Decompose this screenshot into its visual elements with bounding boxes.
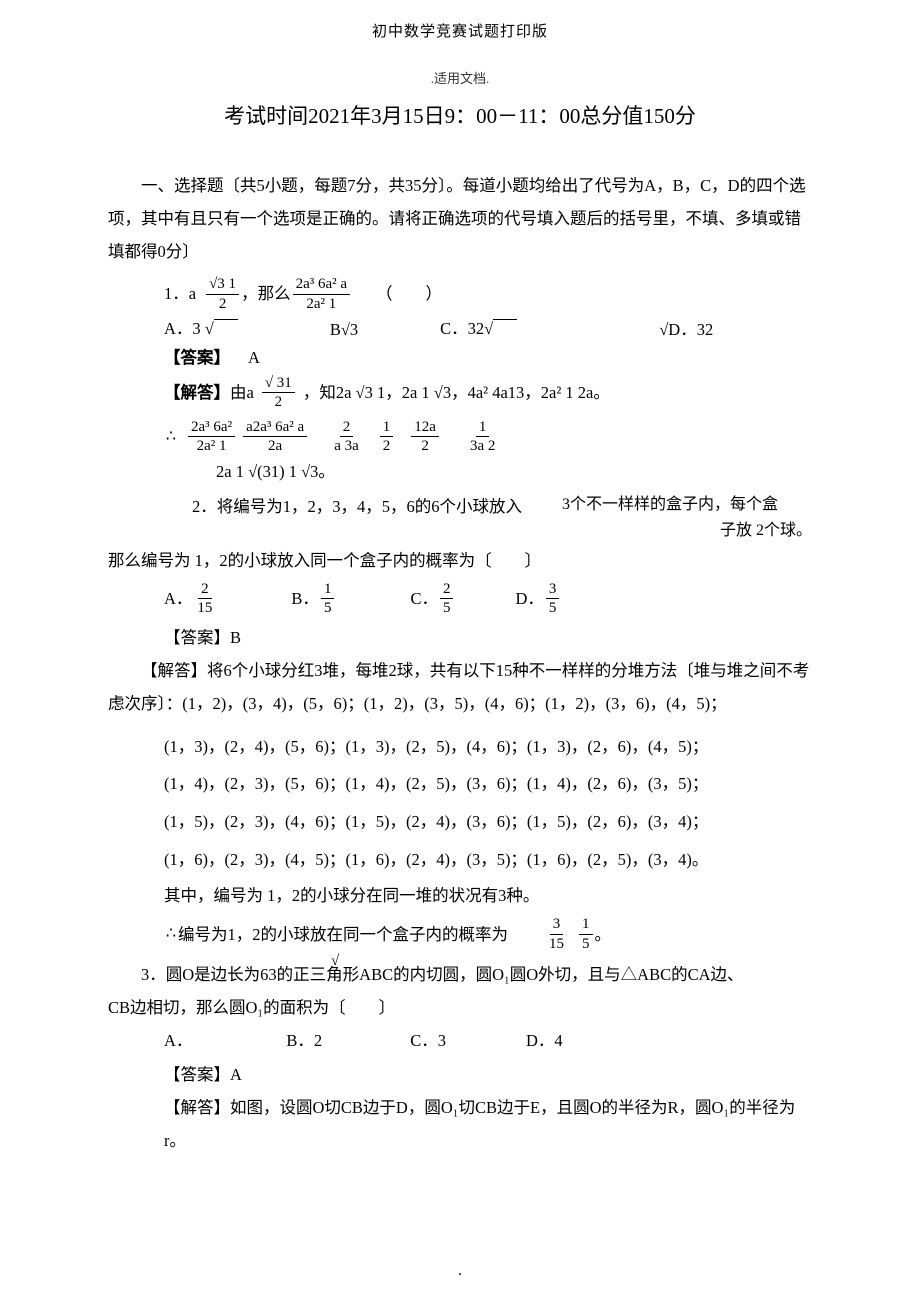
q1-explain-line1: 【解答】 由a √ 31 2 ，知2a √3 1，2a 1 √3，4a² 4a1…	[164, 375, 812, 411]
q2-conclusion: 编号为1，2的小球放在同一个盒子内的概率为 3 15 1 5 。	[164, 916, 812, 952]
therefore-icon	[164, 924, 178, 945]
q2-row-2: (1，5)，(2，3)，(4，6)；(1，5)，(2，4)，(3，6)；(1，5…	[164, 803, 812, 841]
q1-stem-mid: ，那么	[241, 283, 291, 304]
q1-frac2-num: 2a³ 6a² a	[293, 276, 350, 295]
q2-row-0: (1，3)，(2，4)，(5，6)；(1，3)，(2，5)，(4，6)；(1，3…	[164, 728, 812, 766]
q1-s2-f2: a2a³ 6a² a 2a	[243, 419, 307, 455]
q3-options: A． B．2 C．3 D．4	[164, 1030, 812, 1051]
q1-s2-f5: 12a 2	[411, 419, 439, 455]
q1-frac1-num: √3 1	[206, 276, 239, 295]
q1-exp-b: ，知2a √3 1，2a 1 √3，4a² 4a13，2a² 1 2a。	[303, 382, 610, 403]
exam-time-header: 考试时间2021年3月15日9：00－11：00总分值150分	[66, 101, 854, 131]
q1-s2-f1: 2a³ 6a² 2a² 1	[188, 419, 235, 455]
q2-opt-D: D． 35	[515, 581, 561, 617]
q1-frac2: 2a³ 6a² a 2a² 1	[293, 276, 350, 312]
q1-opt-B: B√3	[330, 319, 358, 340]
q1-exp-a: 由a	[230, 382, 254, 403]
q3-opt-C: C．3	[410, 1030, 446, 1051]
q2-row-3: (1，6)，(2，3)，(4，5)；(1，6)，(2，4)，(3，5)；(1，6…	[164, 841, 812, 879]
section1-intro: 一、选择题〔共5小题，每题7分，共35分〕。每道小题均给出了代号为A，B，C，D…	[108, 169, 812, 268]
therefore-icon	[164, 427, 178, 448]
q1-s2-f3: 2 a 3a	[331, 419, 362, 455]
q2-conc-frac1: 3 15	[546, 916, 567, 952]
q1-opt-C: C．32√	[440, 318, 517, 341]
q2-row-1: (1，4)，(2，3)，(5，6)；(1，4)，(2，5)，(3，6)；(1，4…	[164, 765, 812, 803]
q2-summary: 其中，编号为 1，2的小球分在同一堆的状况有3种。	[164, 879, 812, 912]
q2-block: 3个不一样样的盒子内，每个盒 子放 2个球。 2．将编号为1，2，3，4，5，6…	[108, 492, 812, 952]
q2-answer: 【答案】B	[164, 621, 812, 654]
q2-explain-p1: 【解答】将6个小球分红3堆，每堆2球，共有以下15种不一样样的分堆方法〔堆与堆之…	[108, 654, 812, 720]
page: 初中数学竞赛试题打印版 .适用文档. 考试时间2021年3月15日9：00－11…	[0, 0, 920, 1304]
footer-dot: .	[458, 1259, 462, 1282]
q1-answer: 【答案】 A	[164, 347, 812, 368]
q1-frac2-den: 2a² 1	[303, 295, 339, 313]
q1-s2-f4: 1 2	[380, 419, 394, 455]
q1-stem: 1．a √3 1 2 ，那么 2a³ 6a² a 2a² 1 （ ）	[164, 276, 812, 312]
q2-opt-B: B． 15	[291, 581, 336, 617]
top-header-line: 初中数学竞赛试题打印版	[66, 22, 854, 44]
q3-explain: 【解答】如图，设圆O切CB边于D，圆O₁切CB边于E，且圆O的半径为R，圆O₁的…	[164, 1091, 812, 1157]
q1-options: A．3 √ B√3 C．32√ √D．32	[164, 318, 812, 341]
q1-stem-prefix: 1．a	[164, 283, 196, 304]
q1-opt-A: A．3 √	[164, 318, 238, 341]
q1-stem-suffix: （ ）	[376, 283, 442, 304]
q3-line1: √ 3．圆O是边长为63的正三角形ABC的内切圆，圆O₁圆O外切，且与△ABC的…	[108, 958, 812, 991]
q2-right-box: 3个不一样样的盒子内，每个盒 子放 2个球。	[562, 492, 812, 543]
applicability-note: .适用文档.	[66, 70, 854, 89]
q1-s2-f6: 1 3a 2	[467, 419, 498, 455]
q1-opt-D: √D．32	[659, 319, 713, 340]
q1-step3: 2a 1 √(31) 1 √3。	[216, 461, 812, 482]
q3-opt-A: A．	[164, 1030, 192, 1051]
q2-line2: 那么编号为 1，2的小球放入同一个盒子内的概率为〔 〕	[108, 544, 812, 577]
q1-frac1: √3 1 2	[206, 276, 239, 312]
q2-opt-A: A． 215	[164, 581, 217, 617]
q1-step2: 2a³ 6a² 2a² 1 a2a³ 6a² a 2a 2 a 3a 1 2 1…	[164, 419, 812, 455]
q1-answer-val: A	[248, 347, 260, 368]
q2-opt-C: C． 25	[410, 581, 455, 617]
q3-sqrt-icon: √	[298, 946, 339, 976]
explain-label: 【解答】	[164, 382, 230, 403]
q1-exp-frac: √ 31 2	[262, 375, 295, 411]
q2-conc-frac2: 1 5	[579, 916, 593, 952]
content-body: 一、选择题〔共5小题，每题7分，共35分〕。每道小题均给出了代号为A，B，C，D…	[108, 169, 812, 1157]
q3-opt-B: B．2	[286, 1030, 322, 1051]
q3-block: √ 3．圆O是边长为63的正三角形ABC的内切圆，圆O₁圆O外切，且与△ABC的…	[108, 958, 812, 1156]
q3-opt-D: D．4	[526, 1030, 563, 1051]
answer-label: 【答案】	[164, 347, 230, 368]
q1-frac1-den: 2	[216, 295, 230, 313]
q3-answer: 【答案】A	[164, 1058, 812, 1091]
q3-line2: CB边相切，那么圆O₁的面积为〔 〕	[108, 991, 812, 1024]
q2-options: A． 215 B． 15 C． 25 D． 35	[164, 581, 812, 617]
